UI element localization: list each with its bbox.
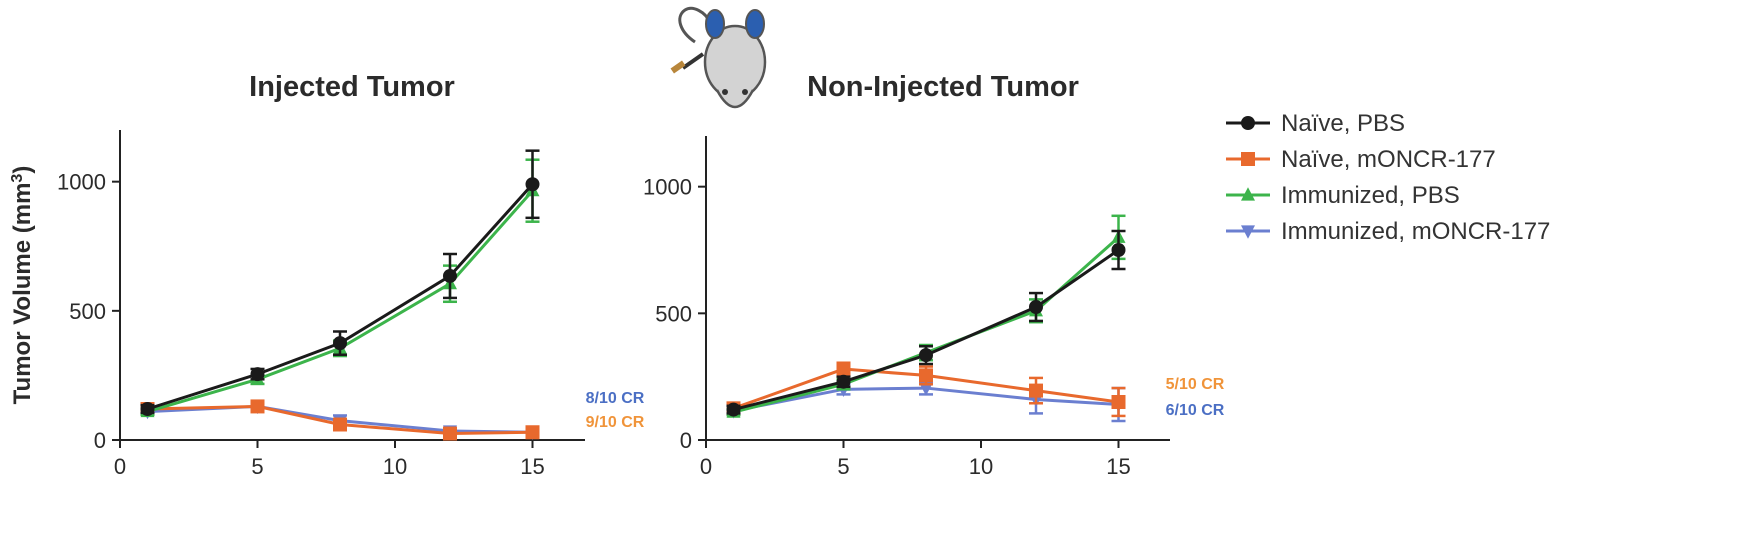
- data-point: [919, 348, 933, 363]
- panel-title: Non-Injected Tumor: [807, 71, 1079, 103]
- cr-annotation: 5/10 CR: [1166, 376, 1225, 393]
- legend-marker: [1241, 187, 1255, 201]
- panel-title: Injected Tumor: [249, 71, 455, 103]
- legend-marker: [1241, 116, 1255, 130]
- mouse-icon: [670, 6, 767, 109]
- data-point: [836, 374, 851, 389]
- series-0: [726, 229, 1126, 417]
- series-3: [726, 380, 1126, 423]
- cr-annotation: 6/10 CR: [1166, 402, 1225, 419]
- y-tick-label: 500: [655, 301, 692, 326]
- data-point: [836, 362, 851, 377]
- y-axis-label: Tumor Volume (mm3): [9, 166, 37, 405]
- data-point: [333, 336, 347, 351]
- x-tick-label: 15: [520, 454, 544, 479]
- x-tick-label: 0: [114, 454, 126, 479]
- data-point: [726, 402, 741, 417]
- cr-annotation: 9/10 CR: [586, 414, 645, 431]
- data-point: [1029, 383, 1043, 398]
- series-2: [140, 158, 540, 418]
- y-tick-label: 1000: [57, 170, 106, 195]
- legend-label: Immunized, PBS: [1281, 182, 1460, 209]
- plot-area: 0 500 1000 0 5 10 15 5/10 CR 6/10 CR: [643, 136, 1225, 479]
- data-point: [250, 399, 265, 414]
- data-point: [525, 425, 540, 440]
- series-line: [147, 189, 534, 414]
- panel-injected: Injected Tumor Tumor Volume (mm3) 0 500 10…: [9, 71, 645, 479]
- data-point: [443, 426, 457, 441]
- legend-marker: [1241, 152, 1255, 166]
- y-tick-label: 1000: [643, 175, 692, 200]
- data-point: [1029, 300, 1043, 314]
- y-tick-label: 0: [680, 428, 692, 453]
- x-tick-label: 15: [1106, 454, 1130, 479]
- legend-item: Naïve, PBS: [1226, 110, 1405, 137]
- data-point: [919, 382, 933, 396]
- data-point: [140, 402, 155, 416]
- plot-area: 0 500 1000 0 5 10 15 8/10 CR 9/10 CR: [57, 130, 645, 479]
- legend-label: Naïve, mONCR-177: [1281, 146, 1496, 173]
- data-point: [443, 268, 457, 283]
- legend-label: Naïve, PBS: [1281, 110, 1405, 137]
- data-point: [919, 368, 933, 383]
- panel-non-injected: Non-Injected Tumor 0 500 1000 0 5 10 15 5/10 CR…: [643, 71, 1225, 479]
- legend: Naïve, PBS Naïve, mONCR-177 Immunized, PBS…: [1226, 110, 1550, 245]
- x-tick-label: 10: [969, 454, 993, 479]
- legend-item: Immunized, mONCR-177: [1226, 218, 1550, 245]
- series-1: [140, 399, 540, 441]
- legend-item: Naïve, mONCR-177: [1226, 146, 1496, 173]
- y-tick-label: 500: [69, 299, 106, 324]
- series-0: [140, 149, 540, 416]
- x-tick-label: 10: [383, 454, 407, 479]
- data-point: [1111, 243, 1126, 257]
- data-point: [250, 367, 265, 382]
- y-tick-label: 0: [94, 428, 106, 453]
- data-point: [525, 177, 540, 192]
- x-tick-label: 5: [251, 454, 263, 479]
- cr-annotation: 8/10 CR: [586, 390, 645, 407]
- series-line: [147, 183, 534, 411]
- legend-item: Immunized, PBS: [1226, 182, 1460, 209]
- legend-label: Immunized, mONCR-177: [1281, 218, 1550, 245]
- data-point: [1111, 395, 1126, 409]
- x-tick-label: 0: [700, 454, 712, 479]
- data-point: [333, 417, 347, 432]
- legend-marker: [1241, 225, 1255, 239]
- x-tick-label: 5: [837, 454, 849, 479]
